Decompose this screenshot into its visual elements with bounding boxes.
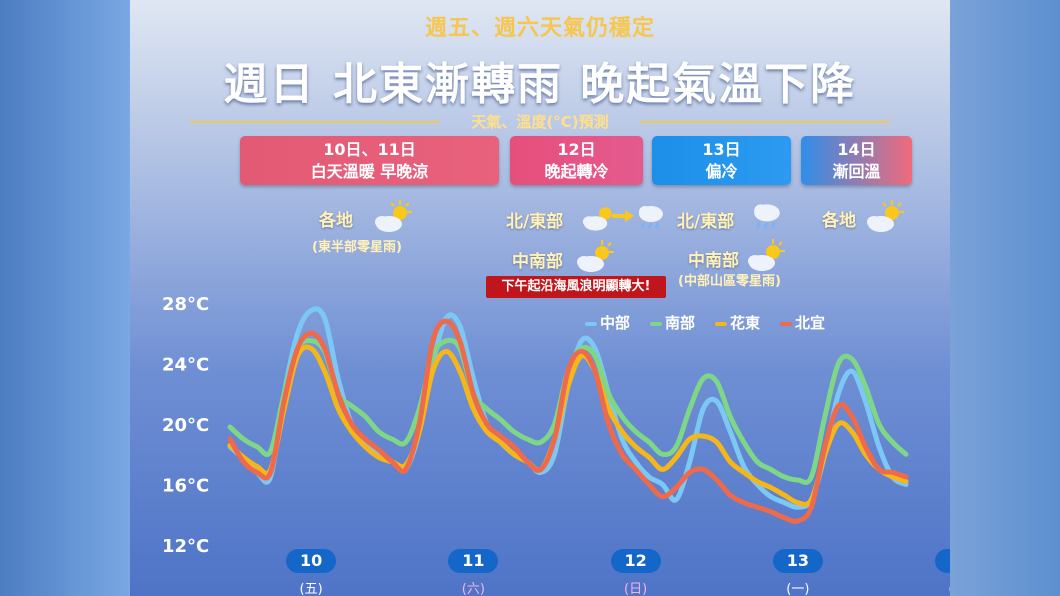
temperature-chart: 28°C 24°C 20°C 16°C 12°C [162, 294, 909, 557]
y-tick-label: 12°C [162, 536, 209, 557]
x-tick-day: 10 [286, 549, 337, 573]
partly-cloudy-icon [582, 207, 612, 231]
d12-north-label: 北/東部 [506, 212, 564, 232]
legend-label: 北宜 [795, 314, 826, 332]
x-tick-day: 13 [772, 549, 823, 573]
background-right [950, 0, 1060, 596]
legend-swatch [650, 321, 662, 326]
period-date: 10日、11日 [323, 140, 416, 159]
legend-swatch [585, 321, 597, 326]
d12-south-label: 中南部 [512, 252, 563, 272]
legend-title: 天氣、溫度(°C)預測 [471, 113, 609, 131]
y-tick-label: 24°C [162, 355, 209, 376]
period-13: 13日 偏冷 [652, 136, 791, 185]
right-arrow-icon [612, 210, 634, 222]
partly-cloudy-icon [375, 200, 412, 232]
period-desc: 漸回溫 [832, 162, 881, 181]
rain-cloud-icon [639, 206, 663, 229]
y-tick-label: 20°C [162, 415, 209, 436]
series-line-3 [227, 344, 909, 507]
d12-warning: 下午起沿海風浪明顯轉大! [486, 276, 666, 298]
d10-note: (東半部零星雨) [312, 240, 402, 255]
period-date: 13日 [702, 140, 741, 159]
page-title: 週日 北東漸轉雨 晚起氣溫下降 [223, 59, 857, 110]
legend-item-east: 花東 [715, 312, 760, 333]
rain-cloud-icon [754, 204, 780, 229]
legend-label: 南部 [665, 314, 696, 332]
legend-label: 花東 [730, 314, 761, 332]
x-tick-day: 12 [610, 549, 661, 573]
series-line-1 [227, 306, 909, 510]
period-desc: 偏冷 [705, 162, 738, 181]
legend-swatch [780, 321, 792, 326]
legend-label: 中部 [600, 314, 631, 332]
period-12: 12日 晚起轉冷 [510, 136, 643, 185]
period-14: 14日 漸回溫 [801, 136, 912, 185]
legend-item-central: 中部 [585, 312, 630, 333]
legend-item-north: 北宜 [780, 312, 825, 333]
divider-right [640, 121, 890, 123]
x-tick-weekday: (日) [624, 582, 648, 596]
d14-area: 各地 [822, 211, 856, 231]
y-tick-label: 16°C [162, 476, 209, 497]
period-date: 12日 [557, 140, 596, 159]
period-desc: 晚起轉冷 [544, 162, 609, 181]
x-tick-day: 14 [935, 549, 950, 573]
partly-cloudy-icon [867, 200, 904, 232]
d13-note: (中部山區零星雨) [678, 274, 781, 289]
period-10-11: 10日、11日 白天溫暖 早晚涼 [240, 136, 499, 185]
legend-item-south: 南部 [650, 312, 695, 333]
d10-area: 各地 [319, 211, 353, 231]
period-desc: 白天溫暖 早晚涼 [310, 162, 429, 181]
partly-cloudy-icon [748, 239, 785, 271]
subtitle: 週五、週六天氣仍穩定 [424, 16, 655, 41]
y-tick-label: 28°C [162, 294, 209, 315]
x-tick-weekday: (六) [461, 582, 485, 596]
series-line-4 [227, 318, 909, 524]
x-tick-weekday: (二) [935, 578, 951, 596]
period-date: 14日 [837, 140, 876, 159]
partly-cloudy-icon [577, 240, 614, 272]
forecast-panel: 週五、週六天氣仍穩定 週日 北東漸轉雨 晚起氣溫下降 天氣、溫度(°C)預測 1… [130, 0, 950, 596]
d13-south-label: 中南部 [688, 251, 739, 271]
d13-north-label: 北/東部 [677, 212, 735, 232]
x-tick-weekday: (五) [299, 582, 323, 596]
x-tick-weekday: (一) [786, 582, 810, 596]
divider-left [190, 121, 440, 123]
background-left [0, 0, 130, 596]
x-tick-day: 11 [448, 549, 499, 573]
legend-swatch [715, 321, 727, 326]
